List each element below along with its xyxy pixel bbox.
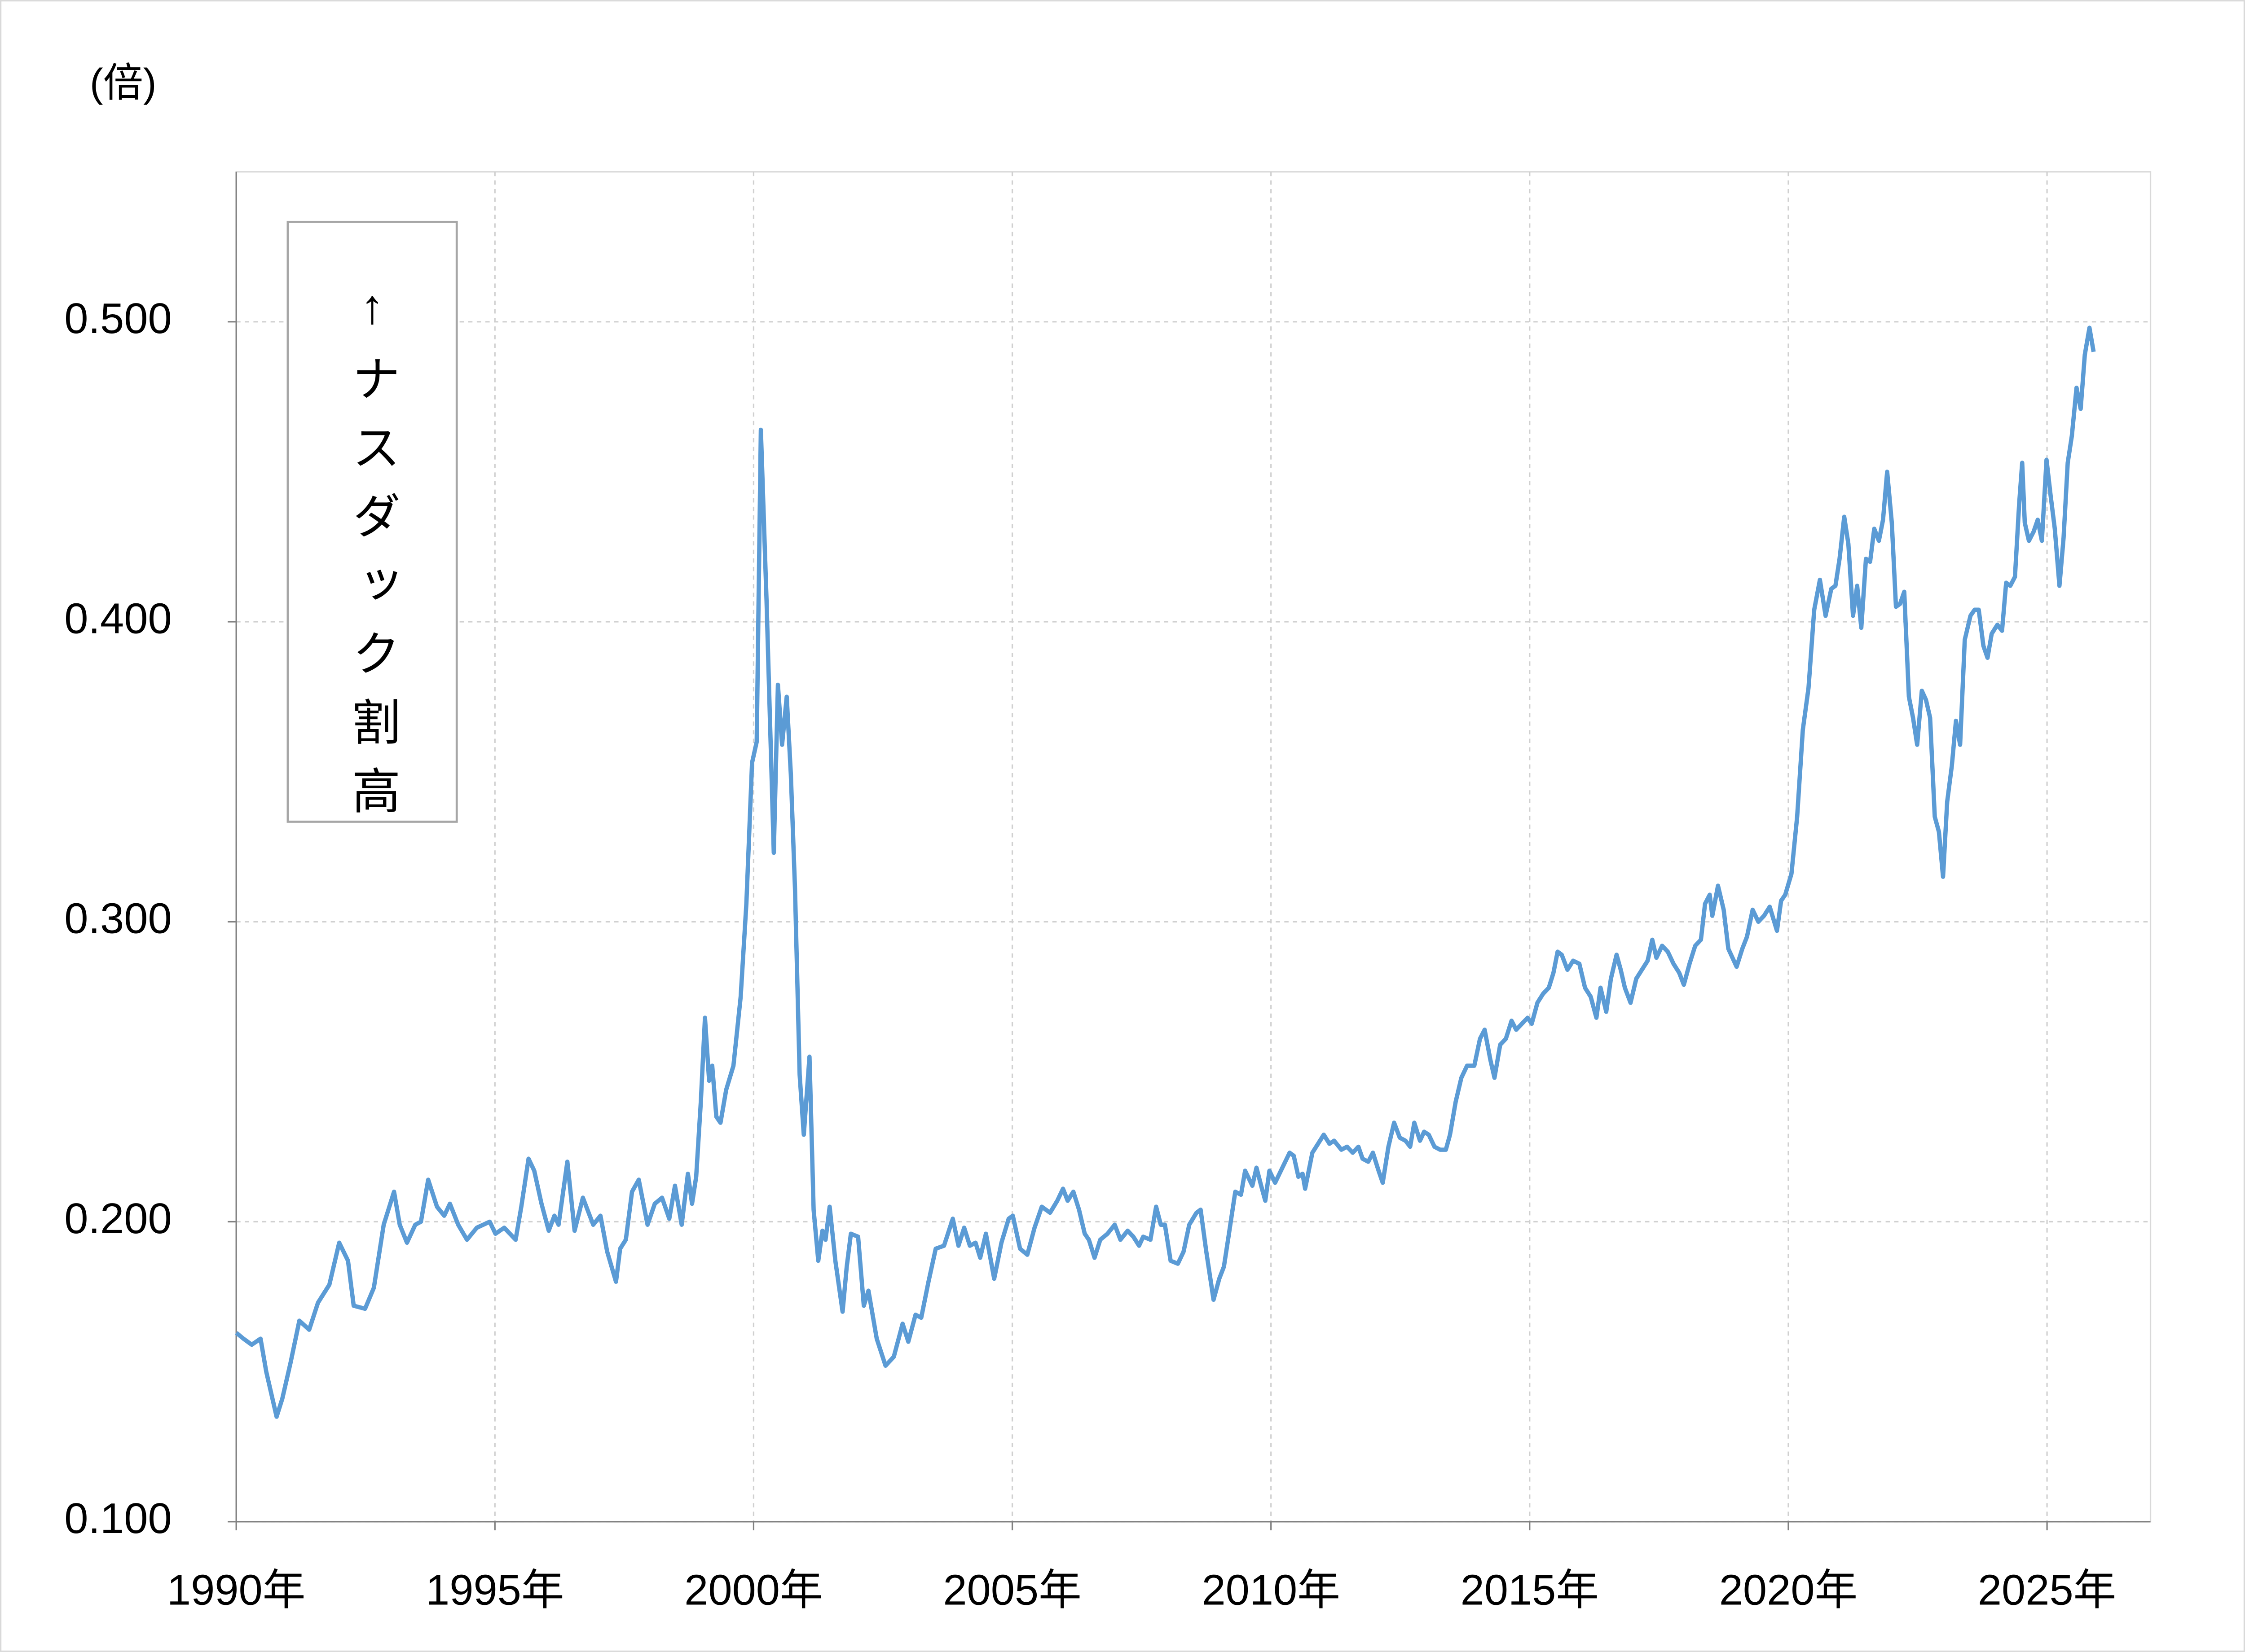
y-axis-label: (倍): [90, 60, 157, 105]
y-tick-label: 0.200: [64, 1195, 172, 1243]
plot-area: 0.100 0.200 0.300 0.400 0.500 1990年 1995年 2000年…: [64, 171, 2152, 1614]
annotation-box: [286, 220, 458, 823]
x-tick-label: 2010年: [1202, 1566, 1340, 1614]
x-tick-label: 1995年: [426, 1566, 564, 1614]
x-tick-label: 2000年: [684, 1566, 823, 1614]
x-tick-label: 2005年: [943, 1566, 1081, 1614]
x-tick-label: 2020年: [1719, 1566, 1858, 1614]
y-tick-label: 0.100: [64, 1494, 172, 1542]
y-tick-label: 0.300: [64, 895, 172, 943]
x-tick-label: 1990年: [167, 1566, 305, 1614]
annotation: ↑ナスダック割高: [345, 279, 400, 835]
x-tick-label: 2015年: [1461, 1566, 1599, 1614]
y-tick-label: 0.400: [64, 594, 172, 642]
data-line: [235, 325, 2096, 1419]
x-tick-label: 2025年: [1978, 1566, 2116, 1614]
y-tick-label: 0.500: [64, 294, 172, 343]
